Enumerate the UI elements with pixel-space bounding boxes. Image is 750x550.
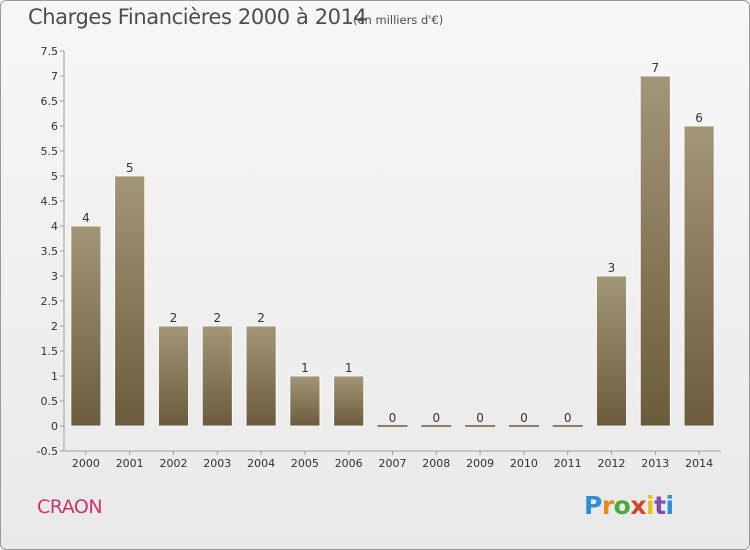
logo-letter: i [646, 491, 655, 520]
y-tick-label: 4 [51, 220, 58, 233]
bar-value-label: 5 [126, 161, 134, 175]
chart-axes: -0.500.511.522.533.544.555.566.577.52000… [37, 45, 721, 470]
x-tick-label: 2010 [510, 457, 538, 470]
y-tick-label: 5 [51, 170, 58, 183]
y-tick-label: 1 [51, 370, 58, 383]
x-tick-label: 2000 [72, 457, 100, 470]
bar [114, 175, 146, 427]
y-tick-label: 3 [51, 270, 58, 283]
logo-letter: P [584, 491, 602, 520]
x-tick-label: 2012 [598, 457, 626, 470]
y-tick-label: 6.5 [41, 95, 59, 108]
y-tick-label: -0.5 [37, 445, 58, 458]
bar [289, 375, 321, 427]
x-tick-label: 2002 [160, 457, 188, 470]
x-tick-label: 2013 [641, 457, 669, 470]
bar-value-label: 7 [651, 61, 659, 75]
y-tick-label: 1.5 [41, 345, 59, 358]
bar [333, 375, 365, 427]
bar-value-label: 0 [389, 411, 397, 425]
x-tick-label: 2001 [116, 457, 144, 470]
commune-name: CRAON [37, 496, 103, 518]
bar-value-label: 2 [213, 311, 221, 325]
y-tick-label: 7 [51, 70, 58, 83]
bar [683, 125, 715, 427]
bar [245, 325, 277, 427]
x-tick-label: 2005 [291, 457, 319, 470]
chart-title: Charges Financières 2000 à 2014 [28, 5, 367, 29]
x-tick-label: 2008 [422, 457, 450, 470]
logo-letter: i [665, 491, 675, 520]
bar-value-label: 0 [520, 411, 528, 425]
bar-value-label: 2 [170, 311, 178, 325]
bar-value-label: 0 [564, 411, 572, 425]
bar-value-label: 1 [301, 361, 309, 375]
bar-value-label: 1 [345, 361, 353, 375]
chart-subtitle: (en milliers d'€) [353, 13, 444, 27]
x-tick-label: 2004 [247, 457, 275, 470]
y-tick-label: 7.5 [41, 45, 59, 58]
logo-letter: r [601, 491, 614, 520]
x-tick-label: 2014 [685, 457, 713, 470]
bar-value-label: 0 [476, 411, 484, 425]
bar [70, 225, 102, 427]
y-tick-label: 2 [51, 320, 58, 333]
x-tick-label: 2007 [379, 457, 407, 470]
proxiti-logo: Proxiti [584, 491, 674, 520]
logo-letter: o [613, 491, 631, 520]
bar [596, 275, 627, 427]
y-tick-label: 0.5 [41, 395, 59, 408]
logo-letter: x [630, 491, 646, 520]
bar [639, 75, 671, 427]
x-tick-label: 2003 [203, 457, 231, 470]
bar-value-label: 0 [432, 411, 440, 425]
y-tick-label: 5.5 [41, 145, 59, 158]
y-tick-label: 2.5 [41, 295, 59, 308]
bar-value-label: 6 [695, 111, 703, 125]
logo-letter: t [654, 491, 666, 520]
x-tick-label: 2009 [466, 457, 494, 470]
y-tick-label: 4.5 [41, 195, 59, 208]
x-tick-label: 2011 [554, 457, 582, 470]
bar-value-label: 2 [257, 311, 265, 325]
bar-value-label: 3 [608, 261, 616, 275]
bar [201, 325, 233, 427]
bar [158, 325, 189, 427]
x-tick-label: 2006 [335, 457, 363, 470]
bar-value-label: 4 [82, 211, 90, 225]
chart-bars [70, 75, 715, 427]
y-tick-label: 3.5 [41, 245, 59, 258]
y-tick-label: 0 [51, 420, 58, 433]
y-tick-label: 6 [51, 120, 58, 133]
chart-bar-labels: 4 5 2 2 2 1 1 0 0 0 0 0 3 7 6 [82, 61, 703, 425]
